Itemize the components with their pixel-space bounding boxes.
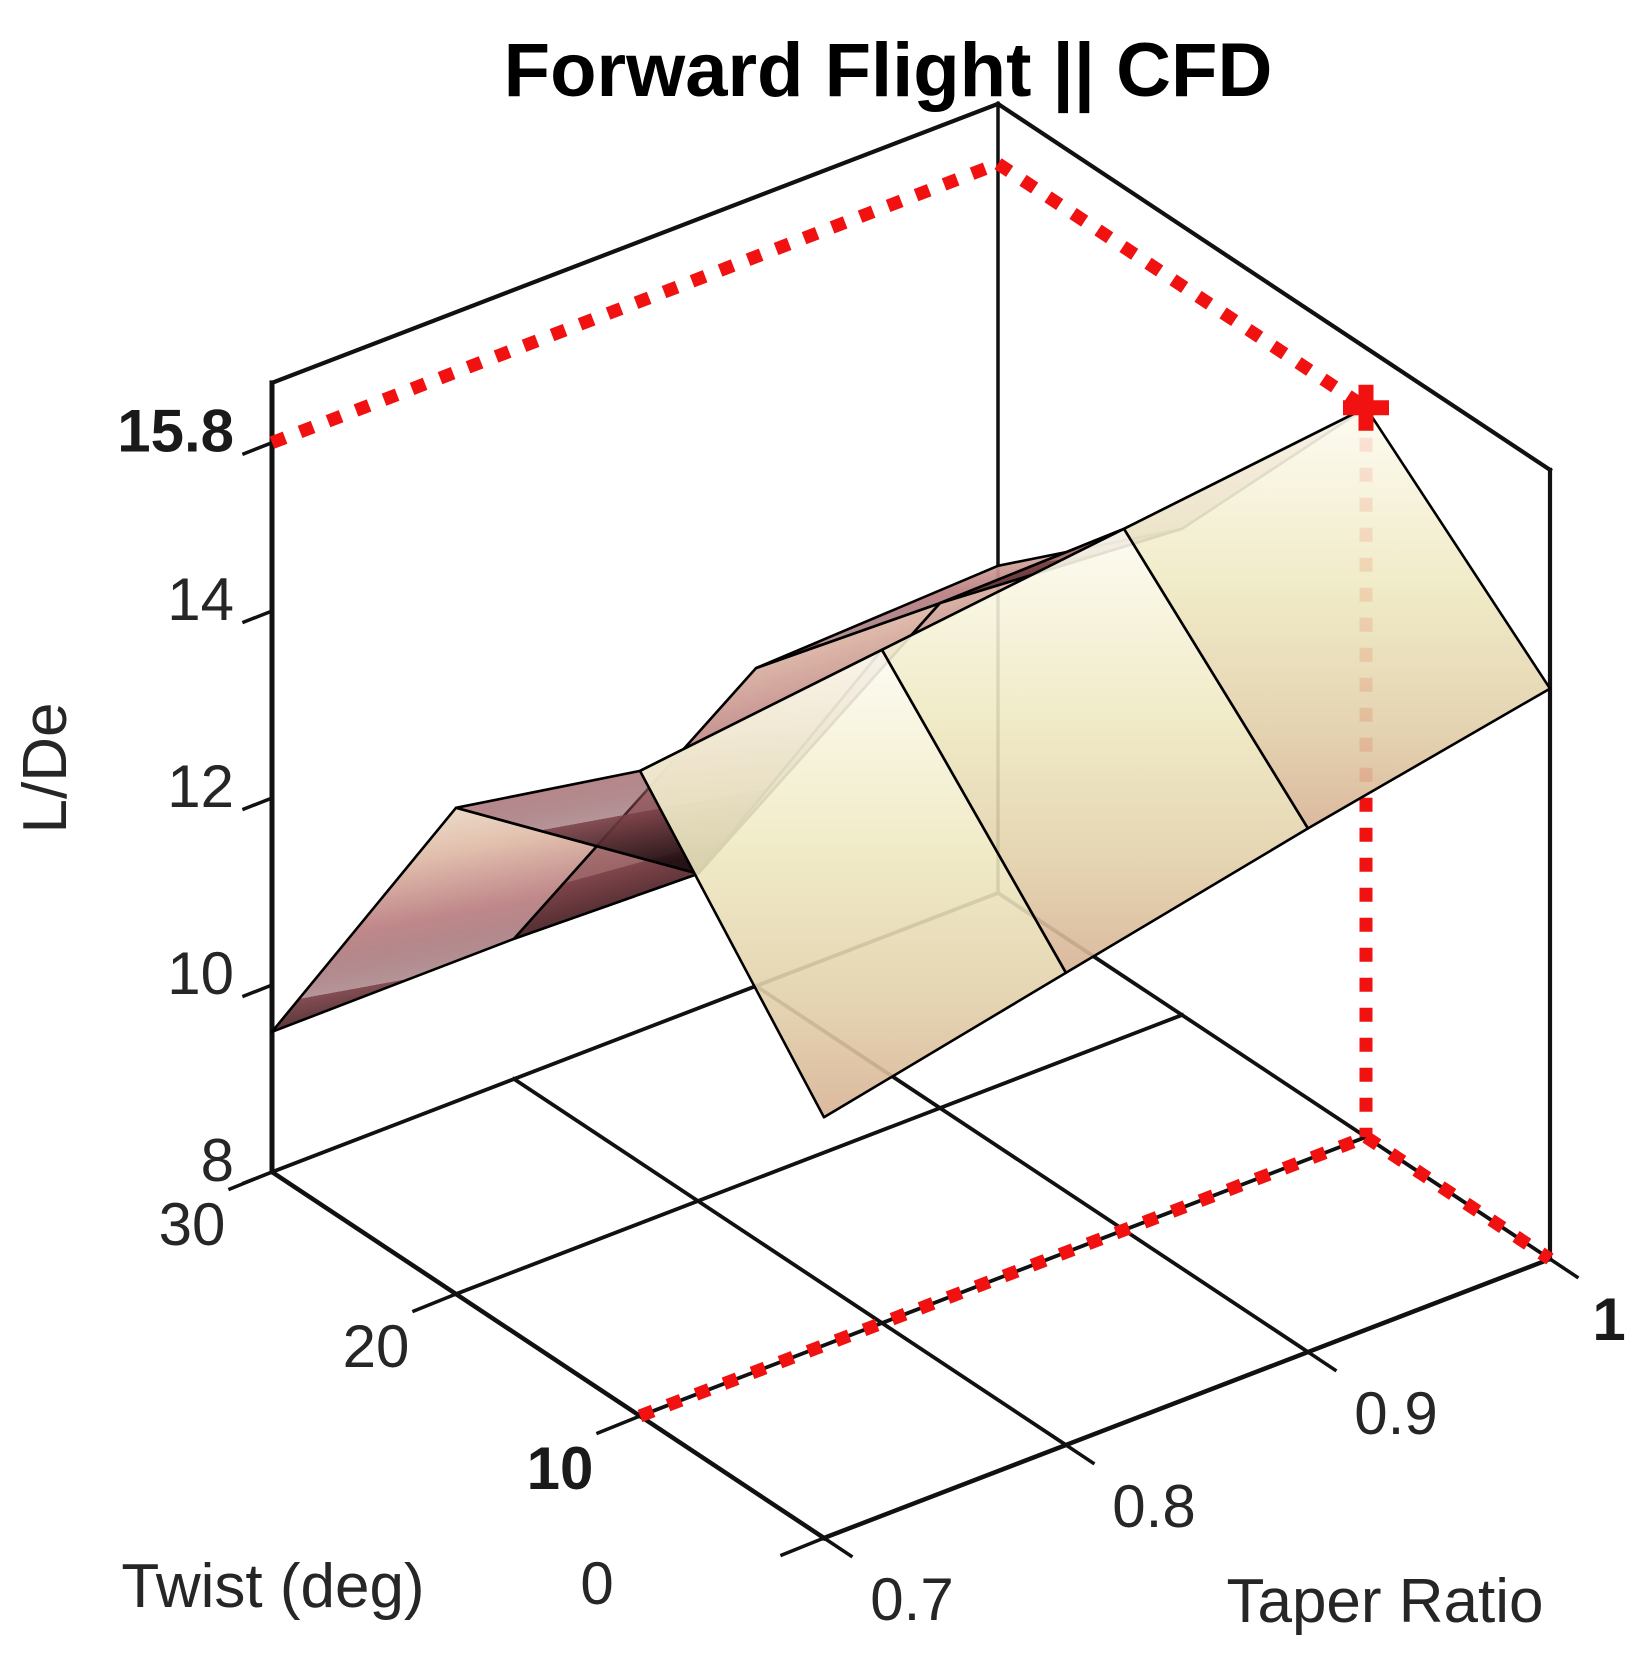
taper-tick xyxy=(1063,1442,1096,1466)
taper-tick-label-1: 1 xyxy=(1592,1286,1625,1353)
z-tick-label-8: 8 xyxy=(201,1127,234,1194)
optimum-plus-marker xyxy=(1343,384,1389,431)
optimum-level-lines-walls xyxy=(269,157,1370,449)
taper-axis-label: Taper Ratio xyxy=(1226,1567,1543,1636)
taper-axis-edge xyxy=(821,1256,1553,1541)
z-tick xyxy=(241,795,275,812)
optimum-marker xyxy=(1343,384,1389,431)
twist-tick-label-0: 0 xyxy=(580,1550,613,1617)
twist-tick xyxy=(779,1535,827,1558)
z-axis-label: L/De xyxy=(11,703,80,834)
z-tick xyxy=(241,608,275,625)
dotted-level-line-right-wall xyxy=(994,158,1370,414)
twist-tick-label-30: 30 xyxy=(159,1191,226,1258)
dotted-level-line-left-wall xyxy=(269,157,1001,449)
floor-gridline-taper-0.8 xyxy=(511,1076,1069,1448)
twist-tick xyxy=(411,1291,459,1314)
twist-tick xyxy=(227,1169,275,1192)
taper-tick xyxy=(821,1535,854,1559)
z-tick xyxy=(241,982,275,999)
z-tick-label-15.8: 15.8 xyxy=(117,398,234,465)
z-tick-label-12: 12 xyxy=(167,753,234,820)
surface-mesh xyxy=(270,406,1552,1119)
plot-title: Forward Flight || CFD xyxy=(504,28,1273,114)
tick-labels: 8 10 12 14 15.8 30 20 10 0 0.7 0.8 0.9 1 xyxy=(117,398,1625,1633)
dotted-floor-taper-projection xyxy=(1362,1131,1554,1265)
taper-tick-label-0.7: 0.7 xyxy=(870,1566,953,1633)
left-wall-top-edge xyxy=(269,101,1001,386)
taper-tick-label-0.9: 0.9 xyxy=(1354,1380,1437,1447)
taper-tick xyxy=(1547,1256,1580,1280)
right-wall-top-edge xyxy=(995,100,1553,473)
z-tick-label-10: 10 xyxy=(167,940,234,1007)
floor-gridline-twist-20 xyxy=(453,1012,1185,1297)
z-tick xyxy=(241,440,275,456)
taper-tick-label-0.8: 0.8 xyxy=(1112,1473,1195,1540)
twist-tick-label-20: 20 xyxy=(343,1313,410,1380)
dotted-floor-twist-projection xyxy=(637,1130,1369,1423)
twist-axis-edge xyxy=(268,1168,828,1542)
twist-tick-label-10: 10 xyxy=(527,1435,594,1502)
twist-tick xyxy=(595,1413,643,1436)
z-tick-label-14: 14 xyxy=(167,566,234,633)
twist-axis-label: Twist (deg) xyxy=(121,1552,424,1621)
surface-face-twist0-10-taper0.9-1 xyxy=(1122,406,1552,830)
axis-ticks xyxy=(227,440,1580,1559)
taper-tick xyxy=(1305,1349,1338,1373)
